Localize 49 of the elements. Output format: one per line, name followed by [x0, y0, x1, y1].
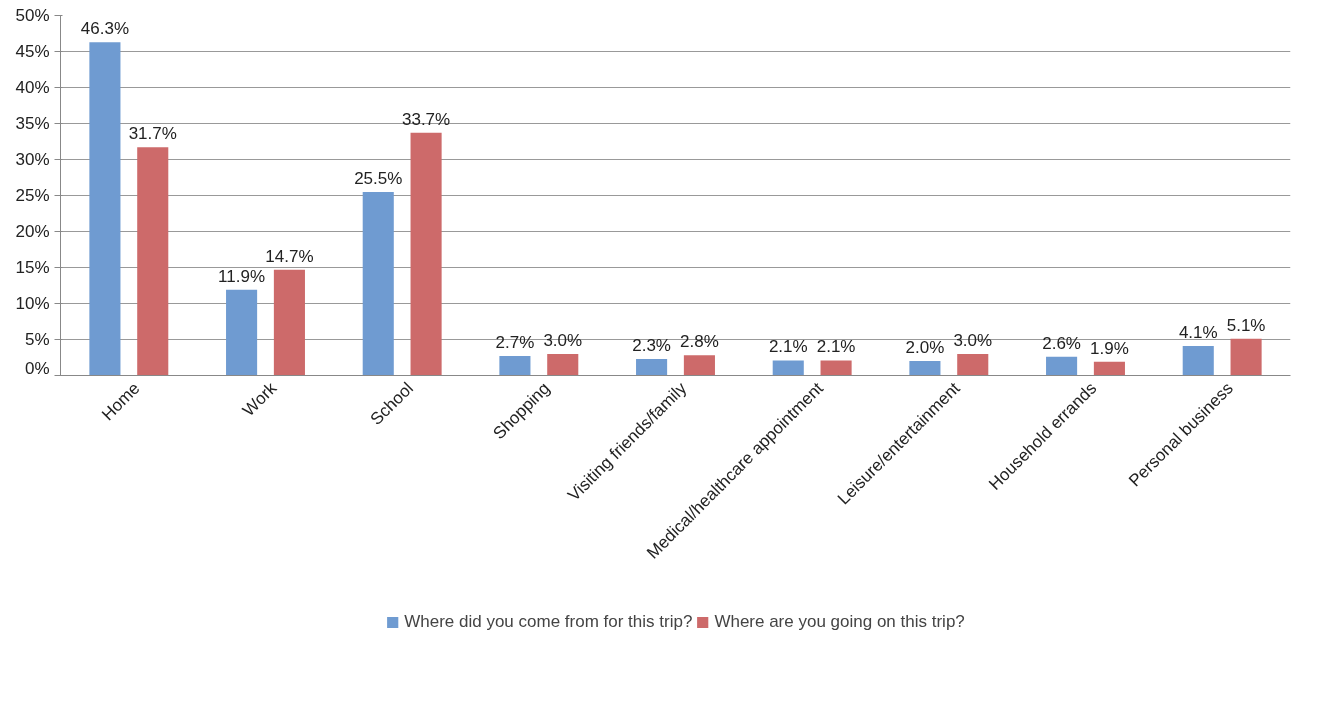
y-tick-label: 45% — [15, 42, 50, 61]
bar — [226, 289, 258, 376]
y-tick-label: 15% — [15, 258, 50, 277]
y-tick-label: 20% — [15, 222, 50, 241]
data-label: 2.7% — [495, 333, 535, 353]
data-label: 2.6% — [1042, 333, 1081, 353]
y-tick-label: 0% — [24, 358, 50, 378]
data-label: 2.3% — [632, 335, 671, 355]
bar — [820, 360, 852, 376]
bar — [772, 360, 804, 376]
data-label: 46.3% — [80, 19, 130, 39]
data-label: 2.0% — [905, 338, 945, 358]
bar — [89, 42, 121, 376]
bar — [362, 191, 394, 376]
y-tick-label: 5% — [24, 330, 50, 349]
y-tick-label: 50% — [15, 6, 50, 25]
data-label: 2.1% — [768, 337, 808, 357]
data-label: 4.1% — [1178, 322, 1218, 342]
data-label: 2.8% — [680, 332, 719, 352]
bar — [499, 356, 531, 376]
data-label: 14.7% — [265, 246, 314, 266]
y-tick-label: 30% — [15, 150, 50, 169]
data-label: 11.9% — [218, 266, 266, 286]
bar — [1230, 338, 1262, 376]
y-tick-label: 25% — [15, 186, 50, 205]
bar — [1093, 361, 1125, 376]
bar — [547, 353, 579, 376]
bar — [137, 147, 169, 376]
bar — [683, 355, 715, 376]
data-label: 3.0% — [953, 330, 993, 350]
bar — [636, 358, 668, 376]
data-label: 3.0% — [543, 330, 583, 350]
y-tick-label: 35% — [15, 114, 50, 133]
legend-label: Where did you come from for this trip? — [404, 612, 693, 632]
bar — [273, 269, 305, 376]
bar — [1182, 345, 1214, 376]
y-tick-label: 10% — [15, 294, 50, 313]
data-label: 1.9% — [1090, 338, 1129, 358]
data-label: 31.7% — [128, 124, 177, 144]
data-label: 33.7% — [401, 109, 451, 129]
legend-label: Where are you going on this trip? — [714, 612, 965, 632]
data-label: 25.5% — [354, 168, 403, 188]
bar — [1046, 356, 1078, 376]
data-label: 5.1% — [1226, 315, 1266, 335]
data-label: 2.1% — [816, 337, 856, 357]
bar — [909, 361, 941, 376]
bar — [957, 353, 989, 376]
bar — [410, 132, 442, 376]
y-tick-label: 40% — [15, 78, 50, 97]
